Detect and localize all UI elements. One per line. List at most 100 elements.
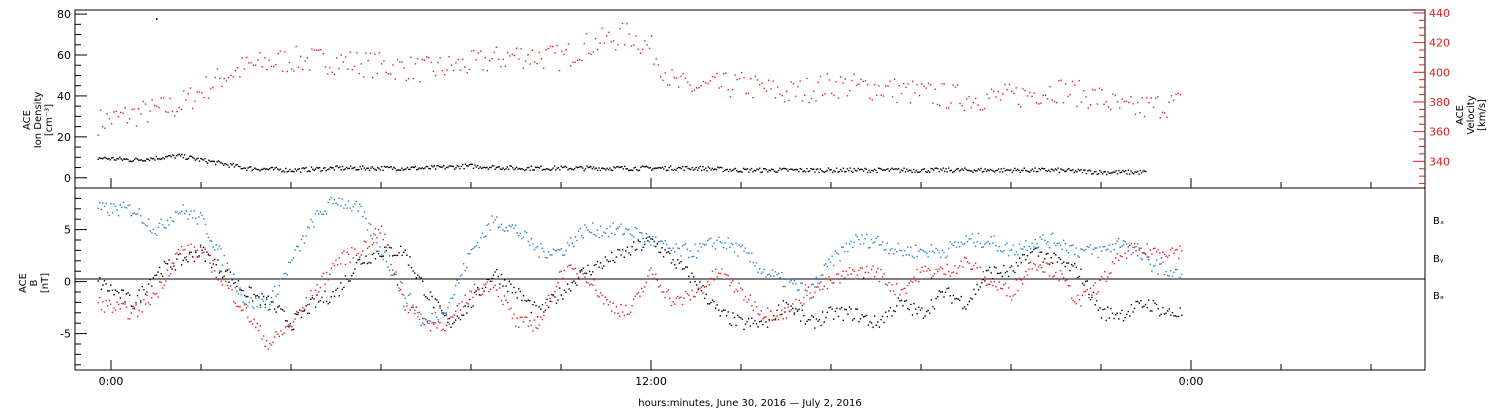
data-point-ion-density <box>985 170 988 172</box>
data-point-by <box>225 269 227 271</box>
data-point-bz <box>226 284 229 287</box>
data-point-ion-density <box>100 157 102 159</box>
data-point-by <box>144 224 147 226</box>
data-point-ion-density <box>1131 172 1133 174</box>
data-point-ion-density <box>498 166 500 168</box>
data-point-ion-density <box>765 169 768 171</box>
data-point-bx <box>721 310 723 312</box>
data-point-by <box>792 282 794 285</box>
data-point-ion-density <box>661 166 664 168</box>
data-point-velocity <box>862 80 864 83</box>
data-point-by <box>1086 245 1088 248</box>
data-point-ion-density <box>545 168 548 170</box>
data-point-ion-density <box>453 168 456 170</box>
data-point-ion-density <box>499 168 502 170</box>
data-point-bx <box>177 253 180 256</box>
data-point-bx <box>403 251 405 254</box>
data-point-bz <box>842 270 844 272</box>
data-point-ion-density <box>170 156 172 158</box>
data-point-velocity <box>423 59 426 61</box>
data-point-velocity <box>772 80 774 82</box>
data-point-velocity <box>624 44 626 46</box>
data-point-velocity <box>160 97 162 99</box>
data-point-by <box>612 222 614 224</box>
data-point-ion-density <box>185 158 187 160</box>
data-point-bx <box>977 289 980 291</box>
data-point-ion-density <box>291 170 294 172</box>
data-point-by <box>207 236 210 239</box>
data-point-ion-density <box>449 165 452 167</box>
data-point-by <box>872 242 874 244</box>
data-point-bz <box>699 287 701 290</box>
data-point-ion-density <box>877 167 880 169</box>
data-point-bz <box>891 284 893 286</box>
data-point-velocity <box>122 112 124 114</box>
data-point-bx <box>1099 307 1101 309</box>
data-point-bz <box>705 285 707 288</box>
data-point-bz <box>814 291 816 294</box>
data-point-velocity <box>716 72 718 75</box>
data-point-ion-density <box>127 158 129 161</box>
data-point-bx <box>1124 317 1126 319</box>
data-point-bz <box>729 284 731 287</box>
data-point-bx <box>1129 315 1131 317</box>
data-point-velocity <box>201 92 203 94</box>
data-point-by <box>1103 245 1106 248</box>
data-point-bx <box>554 296 556 298</box>
data-point-bx <box>458 317 460 319</box>
data-point-velocity <box>939 104 941 107</box>
data-point-ion-density <box>671 168 673 171</box>
data-point-bz <box>450 316 452 318</box>
data-point-ion-density <box>926 171 928 173</box>
data-point-velocity <box>455 62 457 64</box>
data-point-by <box>273 285 276 287</box>
data-point-ion-density <box>435 168 437 170</box>
data-point-velocity <box>558 70 561 72</box>
data-point-ion-density <box>282 170 284 172</box>
data-point-by <box>776 274 778 276</box>
data-point-velocity <box>606 35 608 37</box>
data-point-bx <box>129 294 131 296</box>
data-point-ion-density <box>1128 173 1131 175</box>
data-point-ion-density <box>146 158 148 160</box>
data-point-ion-density <box>1049 170 1051 173</box>
data-point-by <box>544 256 547 259</box>
data-point-ion-density <box>960 169 962 171</box>
data-point-bx <box>1031 251 1033 253</box>
data-point-by <box>418 311 421 313</box>
data-point-by <box>288 261 290 263</box>
x-axis-tick-label: 0:00 <box>99 375 124 388</box>
data-point-by <box>618 225 621 228</box>
data-point-bz <box>752 309 755 311</box>
data-point-ion-density <box>752 171 754 173</box>
data-point-bx <box>570 290 572 292</box>
data-point-ion-density <box>1026 170 1028 172</box>
data-point-bx <box>296 313 298 315</box>
data-point-bx <box>645 237 647 239</box>
data-point-bx <box>922 317 925 319</box>
data-point-bz <box>283 332 285 334</box>
data-point-by <box>634 226 636 229</box>
data-point-bz <box>850 273 852 275</box>
data-point-bz <box>195 250 197 252</box>
data-point-bz <box>631 305 633 307</box>
data-point-bz <box>680 296 682 298</box>
data-point-bz <box>121 302 123 305</box>
data-point-bz <box>765 316 767 318</box>
data-point-by <box>913 257 915 259</box>
data-point-bz <box>1020 279 1022 281</box>
data-point-by <box>1085 248 1087 251</box>
data-point-by <box>579 227 581 230</box>
data-point-by <box>1092 248 1095 250</box>
data-point-ion-density <box>513 169 515 171</box>
data-point-velocity <box>498 58 500 60</box>
data-point-by <box>892 253 895 255</box>
data-point-velocity <box>984 107 986 110</box>
data-point-velocity <box>198 91 201 93</box>
data-point-by <box>1001 251 1003 253</box>
data-point-bx <box>740 317 742 319</box>
data-point-ion-density <box>1112 171 1115 173</box>
data-point-by <box>393 272 395 275</box>
data-point-by <box>133 212 136 214</box>
data-point-bz <box>557 282 559 284</box>
